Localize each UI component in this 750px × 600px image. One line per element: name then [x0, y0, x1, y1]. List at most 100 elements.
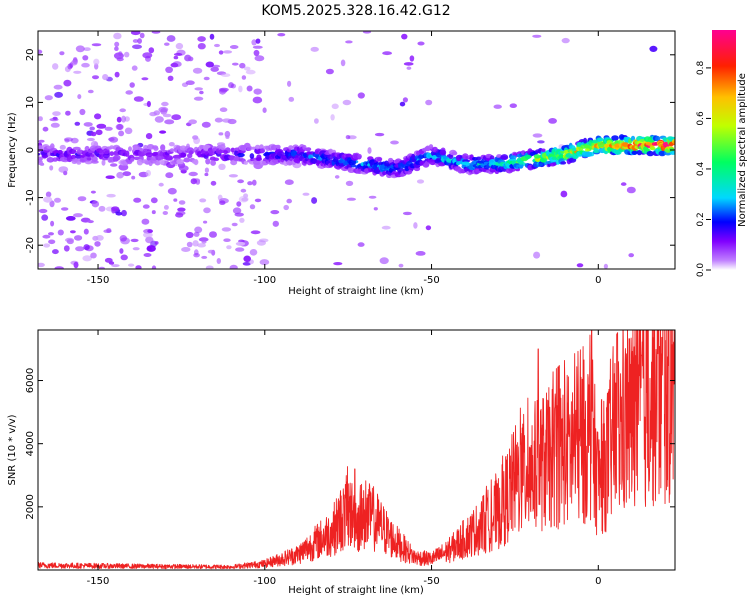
- spectrogram-noise-cell: [102, 74, 109, 81]
- spectrogram-ridge-cell: [101, 159, 106, 166]
- spectrogram-ridge-cell: [622, 142, 629, 147]
- spectrogram-noise-cell: [86, 137, 95, 142]
- spectrogram-noise-cell: [286, 198, 293, 204]
- spectrogram-ridge-cell: [219, 144, 226, 150]
- spectrogram-noise-cell: [82, 55, 89, 61]
- spectrogram-ridge-cell: [159, 159, 165, 165]
- y-tick-label: 2000: [25, 494, 36, 519]
- spectrogram-ridge-cell: [377, 157, 382, 162]
- spectrogram-noise-cell: [42, 234, 51, 239]
- spectrogram-noise-cell: [649, 45, 658, 53]
- spectrogram-noise-cell: [54, 91, 63, 98]
- spectrogram-noise-cell: [54, 266, 64, 269]
- spectrogram-noise-cell: [207, 249, 215, 254]
- spectrogram-noise-cell: [406, 66, 412, 70]
- x-tick-label: 0: [595, 275, 601, 286]
- spectrogram-noise-cell: [382, 51, 392, 56]
- spectrogram-noise-cell: [75, 45, 85, 53]
- spectrogram-noise-cell: [381, 225, 391, 230]
- spectrogram-noise-cell: [119, 108, 126, 113]
- spectrogram-noise-cell: [116, 171, 124, 179]
- spectrogram-ridge-cell: [180, 152, 187, 158]
- spectrogram-ridge-cell: [246, 147, 252, 151]
- spectrogram-noise-cell: [340, 59, 346, 67]
- spectrogram-noise-cell: [203, 76, 210, 81]
- spectrogram-noise-cell: [194, 226, 203, 234]
- x-tick-label: 0: [595, 576, 601, 587]
- spectrogram-ridge-cell: [233, 156, 240, 162]
- spectrogram-ridge-cell: [533, 154, 541, 159]
- spectrogram-noise-cell: [91, 43, 102, 47]
- spectrogram-noise-cell: [548, 118, 557, 124]
- spectrogram-noise-cell: [94, 241, 101, 247]
- spectrogram-ridge-cell: [38, 159, 43, 165]
- spectrogram-noise-cell: [219, 107, 228, 112]
- spectrogram-noise-cell: [346, 197, 356, 201]
- spectrogram-noise-cell: [242, 262, 251, 266]
- spectrogram-noise-cell: [167, 187, 177, 195]
- spectrogram-noise-cell: [53, 84, 63, 90]
- spectrogram-noise-cell: [203, 207, 211, 214]
- spectrogram-noise-cell: [50, 220, 55, 227]
- y-tick-label: -20: [25, 237, 36, 253]
- spectrogram-noise-cell: [150, 197, 158, 204]
- spectrogram-noise-cell: [139, 32, 145, 39]
- spectrogram-ridge-cell: [154, 160, 161, 166]
- spectrogram-noise-cell: [357, 242, 365, 247]
- spectrogram-ridge-cell: [169, 148, 175, 153]
- x-tick-label: -150: [87, 576, 110, 587]
- spectrogram-noise-cell: [235, 241, 246, 246]
- spectrogram-noise-cell: [221, 227, 232, 232]
- spectrogram-noise-cell: [210, 66, 219, 72]
- spectrogram-noise-cell: [111, 206, 120, 212]
- spectrogram-ridge-cell: [518, 159, 524, 165]
- spectrogram-noise-cell: [105, 175, 115, 179]
- spectrogram-noise-cell: [532, 133, 543, 138]
- spectrogram-ridge-cell: [597, 142, 606, 148]
- spectrogram-ridge-cell: [136, 159, 143, 166]
- spectrogram-noise-cell: [44, 95, 53, 101]
- y-tick-label: 4000: [25, 431, 36, 456]
- spectrogram-ridge-cell: [451, 151, 458, 156]
- spectrogram-noise-cell: [135, 265, 142, 269]
- spectrogram-noise-cell: [310, 46, 319, 52]
- spectrogram-noise-cell: [302, 192, 310, 196]
- spectrogram-ridge-cell: [130, 157, 135, 162]
- y-tick-label: 0: [25, 147, 36, 153]
- spectrogram-ridge-cell: [560, 161, 567, 165]
- spectrogram-noise-cell: [142, 204, 150, 209]
- spectrogram-ridge-cell: [164, 155, 173, 161]
- spectrogram-noise-cell: [81, 62, 90, 68]
- spectrogram-noise-cell: [560, 190, 568, 198]
- spectrogram-ridge-cell: [304, 147, 312, 152]
- spectrogram-noise-cell: [209, 231, 217, 238]
- spectrogram-ridge-cell: [193, 159, 199, 166]
- spectrogram-noise-cell: [416, 179, 425, 184]
- spectrogram-ridge-cell: [364, 168, 370, 174]
- spectrogram-noise-cell: [116, 116, 122, 123]
- spectrogram-noise-cell: [159, 130, 167, 134]
- spectrogram-y-label: Frequency (Hz): [7, 112, 18, 188]
- chart-title: KOM5.2025.328.16.42.G12: [261, 3, 450, 19]
- spectrogram-ridge-cell: [124, 150, 130, 157]
- spectrogram-ridge-cell: [91, 156, 98, 162]
- spectrogram-ridge-cell: [145, 152, 154, 157]
- spectrogram-ridge-cell: [128, 146, 132, 152]
- spectrogram-noise-cell: [239, 217, 245, 223]
- spectrogram-noise-cell: [362, 31, 372, 34]
- spectrogram-noise-cell: [241, 75, 247, 80]
- spectrogram-noise-cell: [73, 70, 82, 74]
- spectrogram-noise-cell: [163, 205, 169, 210]
- spectrogram-noise-cell: [124, 127, 133, 135]
- spectrogram-noise-cell: [218, 50, 224, 55]
- colorbar-gradient: [712, 30, 736, 270]
- spectrogram-ridge-cell: [649, 146, 656, 151]
- spectrogram-noise-cell: [121, 209, 127, 217]
- spectrogram-noise-cell: [160, 144, 166, 152]
- spectrogram-noise-cell: [413, 222, 418, 229]
- spectrogram-noise-cell: [170, 62, 179, 68]
- spectrogram-ridge-cell: [549, 162, 556, 167]
- spectrogram-noise-cell: [71, 59, 78, 66]
- spectrogram-noise-cell: [160, 108, 168, 115]
